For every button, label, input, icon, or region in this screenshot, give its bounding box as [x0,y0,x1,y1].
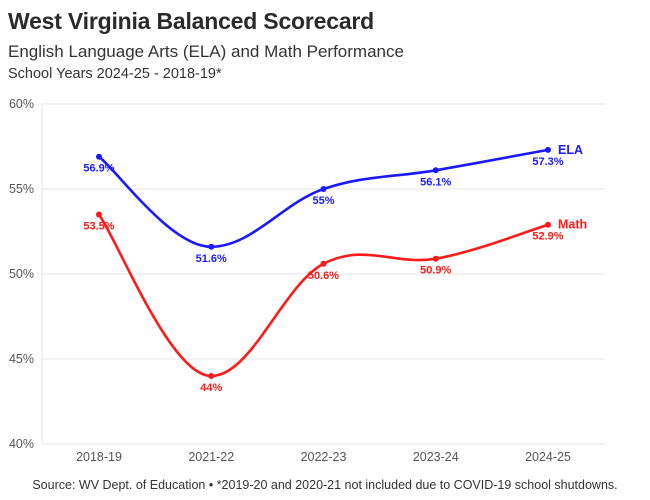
ela-data-label: 57.3% [532,156,563,168]
ela-data-label: 56.9% [83,163,114,175]
math-point [432,255,439,262]
chart-period: School Years 2024-25 - 2018-19* [8,66,222,82]
ela-point [320,186,327,192]
math-line [97,213,549,378]
math-data-label: 53.5% [83,221,114,233]
series-points [96,146,551,379]
math-data-label: 52.9% [532,231,563,243]
source-note: Source: WV Dept. of Education • *2019-20… [32,478,618,492]
math-data-label: 50.6% [308,270,339,282]
ela-line [98,148,549,249]
data-labels: 56.9% 51.6% 55% 56.1% 57.3%ELA 53.5% 44% 50.6% 5… [83,143,587,394]
math-point [545,221,551,228]
ela-point [432,167,439,174]
math-point [96,211,102,218]
math-data-label: 44% [200,382,222,394]
x-tick-label: 2022-23 [301,450,347,464]
y-axis-ticks: 40% 45% 50% 55% 60% [9,97,34,451]
math-series-label: Math [558,218,587,232]
math-point [320,260,327,267]
y-tick-label: 45% [9,352,34,366]
y-tick-label: 55% [9,182,34,196]
math-data-label: 50.9% [420,265,451,277]
y-tick-label: 50% [9,267,34,281]
y-tick-label: 40% [9,437,34,451]
ela-data-label: 56.1% [420,176,451,188]
ela-point [96,153,102,160]
ela-series-label: ELA [558,143,583,157]
x-tick-label: 2018-19 [76,450,122,464]
y-tick-label: 60% [9,97,34,111]
math-point [208,373,215,379]
series-lines [97,148,549,378]
ela-point [208,243,215,250]
x-tick-label: 2023-24 [413,450,459,464]
ela-data-label: 55% [312,195,334,207]
x-tick-label: 2024-25 [525,450,571,464]
ela-point [545,146,551,153]
ela-data-label: 51.6% [196,253,227,265]
x-axis-ticks: 2018-19 2021-22 2022-23 2023-24 2024-25 [76,450,571,464]
chart-title: West Virginia Balanced Scorecard [8,8,375,34]
chart-subtitle: English Language Arts (ELA) and Math Per… [8,42,404,61]
x-tick-label: 2021-22 [188,450,234,464]
